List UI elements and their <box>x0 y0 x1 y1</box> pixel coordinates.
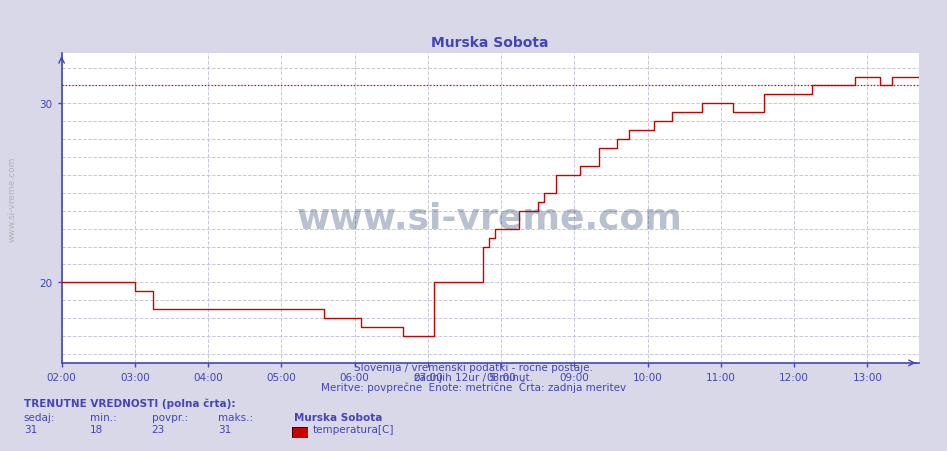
Text: Meritve: povprečne  Enote: metrične  Črta: zadnja meritev: Meritve: povprečne Enote: metrične Črta:… <box>321 380 626 391</box>
Text: maks.:: maks.: <box>218 412 253 422</box>
Text: temperatura[C]: temperatura[C] <box>313 424 394 434</box>
Text: Slovenija / vremenski podatki - ročne postaje.: Slovenija / vremenski podatki - ročne po… <box>354 361 593 372</box>
Text: zadnjih 12ur / 5 minut.: zadnjih 12ur / 5 minut. <box>414 372 533 382</box>
Text: Murska Sobota: Murska Sobota <box>294 412 382 422</box>
Text: 31: 31 <box>24 424 37 434</box>
Text: min.:: min.: <box>90 412 116 422</box>
Text: sedaj:: sedaj: <box>24 412 55 422</box>
Title: Murska Sobota: Murska Sobota <box>431 36 549 50</box>
Text: 23: 23 <box>152 424 165 434</box>
Text: TRENUTNE VREDNOSTI (polna črta):: TRENUTNE VREDNOSTI (polna črta): <box>24 397 235 408</box>
Text: www.si-vreme.com: www.si-vreme.com <box>8 156 17 241</box>
Text: www.si-vreme.com: www.si-vreme.com <box>297 201 683 235</box>
Text: 31: 31 <box>218 424 231 434</box>
Text: povpr.:: povpr.: <box>152 412 188 422</box>
Text: 18: 18 <box>90 424 103 434</box>
